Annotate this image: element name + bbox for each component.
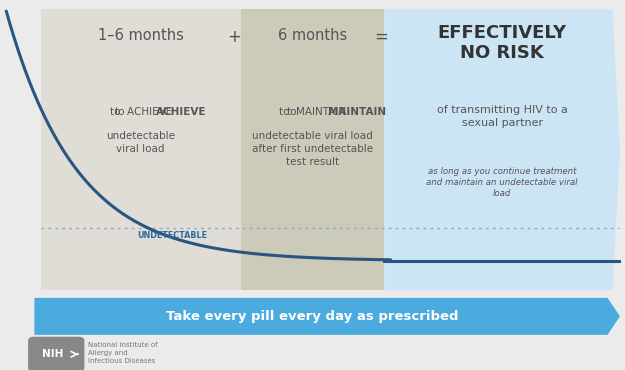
Text: to: to	[286, 107, 297, 117]
Polygon shape	[241, 9, 384, 290]
Text: undetectable
viral load: undetectable viral load	[106, 131, 175, 154]
Text: 1–6 months: 1–6 months	[98, 28, 184, 43]
Text: National Institute of
Allergy and
Infectious Diseases: National Institute of Allergy and Infect…	[88, 342, 157, 364]
Text: NIH: NIH	[42, 349, 64, 359]
Text: undetectable viral load
after first undetectable
test result: undetectable viral load after first unde…	[252, 131, 373, 167]
Text: Take every pill every day as prescribed: Take every pill every day as prescribed	[166, 310, 459, 323]
Polygon shape	[384, 9, 620, 290]
Text: of transmitting HIV to a
sexual partner: of transmitting HIV to a sexual partner	[437, 105, 568, 128]
Text: as long as you continue treatment
and maintain an undetectable viral
load: as long as you continue treatment and ma…	[426, 166, 578, 198]
Text: 6 months: 6 months	[278, 28, 347, 43]
Text: ACHIEVE: ACHIEVE	[156, 107, 207, 117]
FancyBboxPatch shape	[28, 337, 84, 370]
Text: to  ACHIEVE: to ACHIEVE	[109, 107, 172, 117]
Text: +: +	[228, 28, 241, 46]
Polygon shape	[41, 9, 241, 290]
Text: to: to	[114, 107, 125, 117]
Text: to  MAINTAIN: to MAINTAIN	[279, 107, 346, 117]
Text: MAINTAIN: MAINTAIN	[328, 107, 386, 117]
Text: =: =	[374, 28, 388, 46]
Polygon shape	[34, 298, 620, 335]
Text: UNDETECTABLE: UNDETECTABLE	[138, 231, 208, 240]
Text: EFFECTIVELY
NO RISK: EFFECTIVELY NO RISK	[438, 24, 567, 62]
